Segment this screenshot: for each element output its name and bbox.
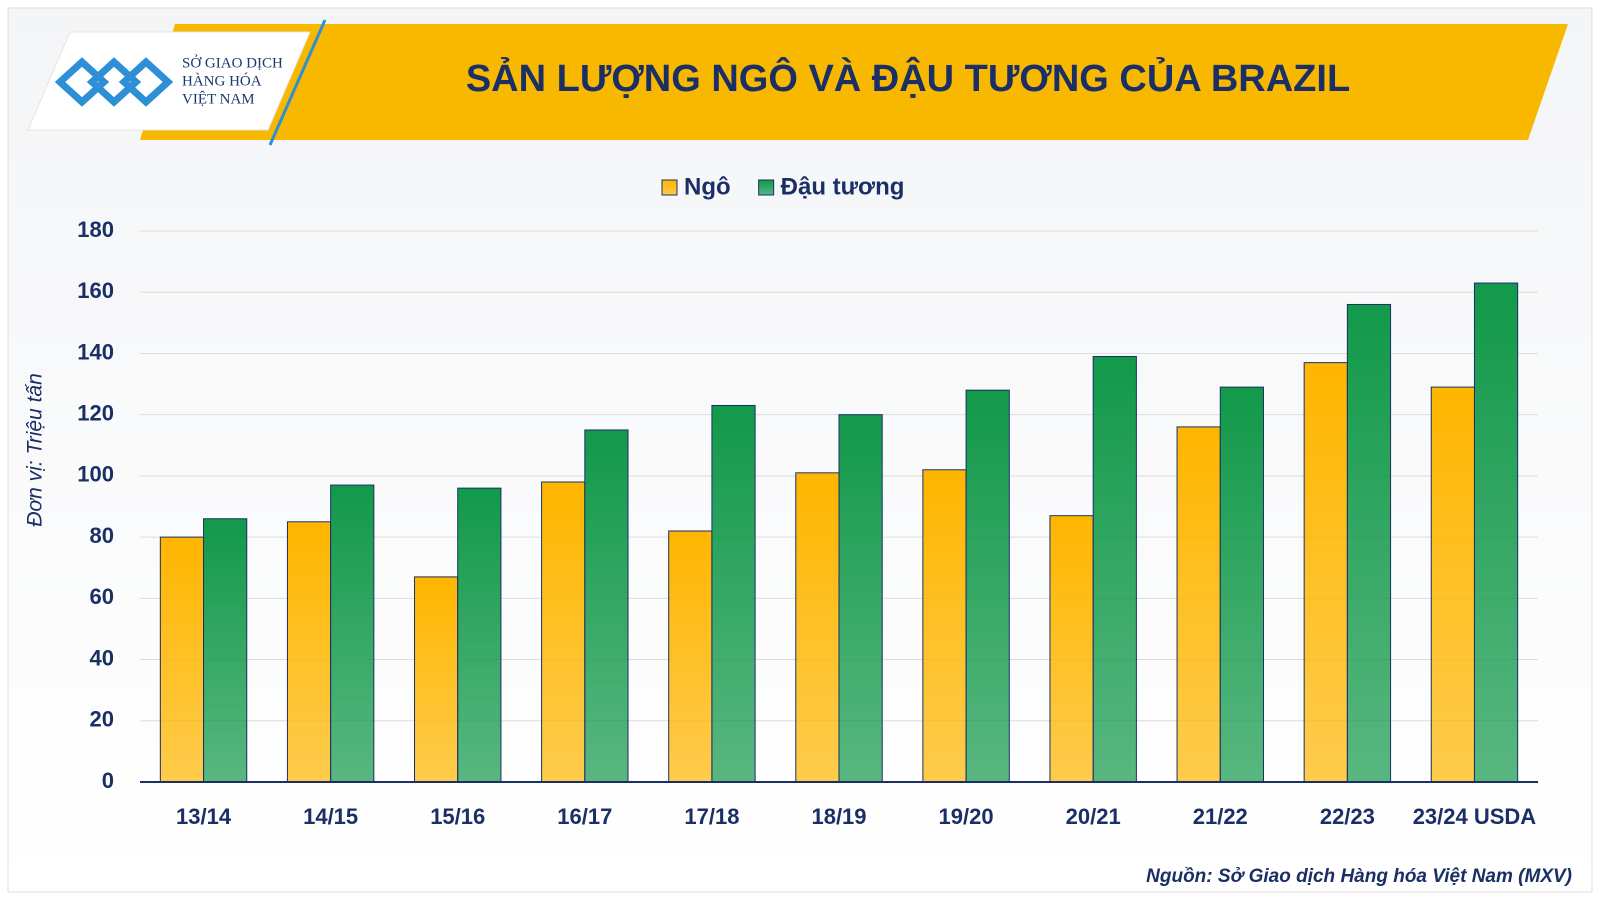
logo-mark xyxy=(54,57,174,107)
x-tick-label: 15/16 xyxy=(430,804,485,829)
y-tick-label: 160 xyxy=(77,278,114,303)
legend-label: Đậu tương xyxy=(781,173,905,200)
bar xyxy=(1346,303,1392,783)
x-tick-label: 16/17 xyxy=(557,804,612,829)
x-tick-label: 18/19 xyxy=(811,804,866,829)
bar xyxy=(1303,362,1348,783)
y-tick-label: 80 xyxy=(90,523,114,548)
x-tick-label: 22/23 xyxy=(1320,804,1375,829)
y-tick-label: 0 xyxy=(102,768,114,793)
bar xyxy=(414,576,459,783)
title-banner xyxy=(140,24,1568,140)
y-tick-label: 40 xyxy=(90,645,114,670)
bar xyxy=(922,469,967,783)
x-tick-label: 21/22 xyxy=(1193,804,1248,829)
bar xyxy=(330,484,375,783)
legend-swatch xyxy=(661,179,678,196)
logo-text: HÀNG HÓA xyxy=(182,72,262,89)
legend-swatch xyxy=(758,179,775,196)
bar xyxy=(203,518,248,783)
source-note: Nguồn: Sở Giao dịch Hàng hóa Việt Nam (M… xyxy=(1146,866,1572,887)
x-tick-label: 23/24 USDA xyxy=(1413,804,1537,829)
x-tick-label: 19/20 xyxy=(939,804,994,829)
y-tick-label: 120 xyxy=(77,400,114,425)
logo-stripe xyxy=(268,19,327,146)
y-tick-label: 20 xyxy=(90,707,114,732)
bar xyxy=(1049,515,1094,783)
x-tick-label: 17/18 xyxy=(684,804,739,829)
x-tick-label: 20/21 xyxy=(1066,804,1121,829)
bar xyxy=(159,536,205,783)
bar xyxy=(584,429,629,783)
x-tick-label: 13/14 xyxy=(176,804,232,829)
bar xyxy=(457,487,502,783)
bar xyxy=(838,414,883,783)
bar xyxy=(668,530,713,783)
y-tick-label: 60 xyxy=(90,584,114,609)
y-tick-label: 100 xyxy=(77,462,114,487)
chart-title: SẢN LƯỢNG NGÔ VÀ ĐẬU TƯƠNG CỦA BRAZIL xyxy=(466,55,1350,100)
bar xyxy=(1176,426,1221,783)
logo-text: VIỆT NAM xyxy=(182,90,255,107)
bar xyxy=(1219,386,1264,783)
x-tick-label: 14/15 xyxy=(303,804,358,829)
legend-label: Ngô xyxy=(684,173,731,200)
bar xyxy=(286,521,332,783)
bar xyxy=(1473,282,1519,783)
bar xyxy=(1430,386,1475,783)
logo-text: SỞ GIAO DỊCH xyxy=(182,54,283,71)
bar xyxy=(711,404,756,783)
bar xyxy=(1092,356,1137,783)
bar xyxy=(541,481,586,783)
y-axis-label: Đơn vị: Triệu tấn xyxy=(24,373,47,527)
bar xyxy=(795,472,840,783)
y-tick-label: 180 xyxy=(77,217,114,242)
bar xyxy=(965,389,1010,783)
y-tick-label: 140 xyxy=(77,339,114,364)
